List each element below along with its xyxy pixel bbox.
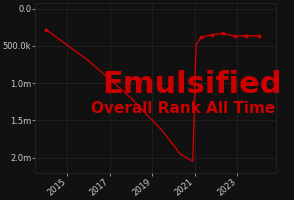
- Point: [210, 33, 214, 36]
- Text: Overall Rank All Time: Overall Rank All Time: [91, 101, 275, 116]
- Point: [44, 28, 49, 31]
- Point: [256, 34, 261, 38]
- Point: [220, 32, 225, 35]
- Point: [244, 34, 248, 37]
- Point: [199, 35, 204, 39]
- Text: Emulsified: Emulsified: [103, 70, 282, 99]
- Point: [233, 35, 238, 38]
